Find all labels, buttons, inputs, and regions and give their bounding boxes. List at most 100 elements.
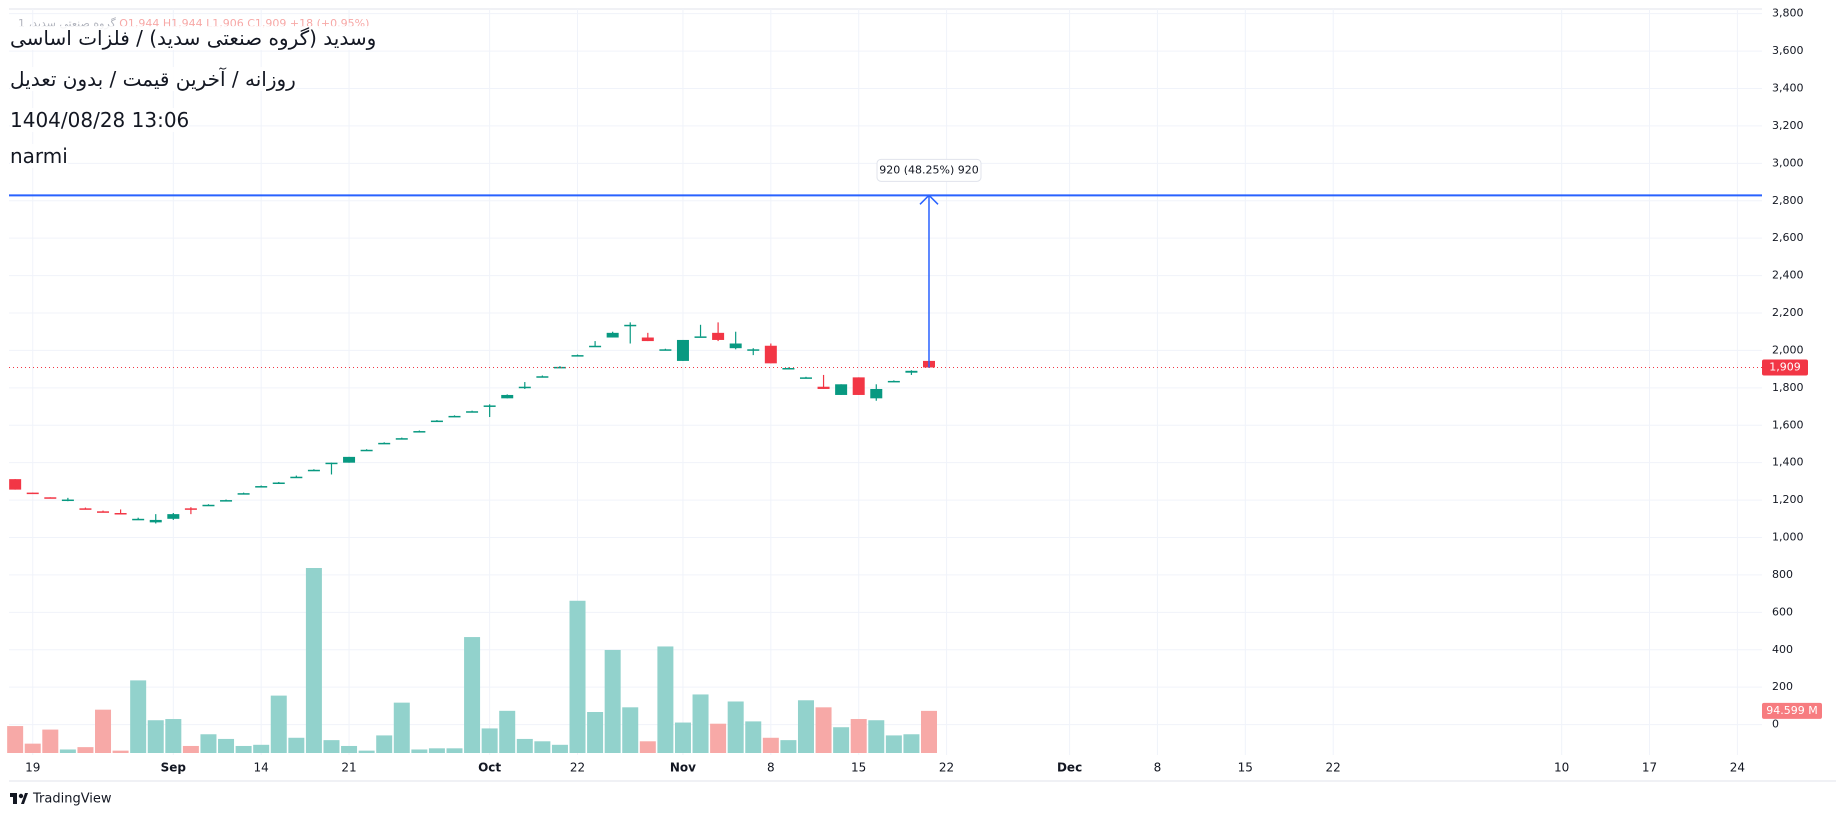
y-tick-label: 2,600 [1772,231,1804,244]
x-tick-label: 17 [1642,761,1657,775]
candle-body [114,513,127,515]
volume-bar [534,741,551,753]
volume-bar [464,637,481,753]
candle-body [712,332,725,340]
y-tick-label: 3,600 [1772,44,1804,57]
volume-bar [446,748,463,753]
volume-bar [481,728,498,753]
measure-arrow [919,194,939,205]
volume-bar [639,741,656,753]
volume-bar [604,649,621,753]
candle-body [378,442,391,445]
candle-body [870,388,883,399]
volume-bar [288,737,305,753]
candle-body [659,349,672,351]
candle-body [9,479,22,490]
volume-bar [393,702,410,753]
volume-bar [200,734,217,753]
candle-body [641,337,654,342]
candle-body [149,519,162,523]
volume-bar [341,745,358,753]
candle-body [589,345,602,348]
volume-bar [710,723,727,753]
candle-body [676,339,689,361]
y-tick-label: 800 [1772,568,1793,581]
volume-bar [218,738,235,753]
candle-body [536,376,549,378]
candle-body [747,349,760,351]
last-price-box [1762,359,1808,376]
volume-bar [745,721,762,753]
candle-body [237,493,250,495]
candle-body [413,431,426,433]
x-tick-label: 10 [1554,761,1569,775]
candle-body [817,386,830,389]
candle-body [307,469,320,472]
volume-bar [551,744,568,753]
volume-bar [920,710,937,753]
volume-bar [850,719,867,753]
author: narmi [10,144,68,168]
candle-body [887,380,900,383]
candle-body [501,394,514,399]
timestamp: 1404/08/28 13:06 [10,108,190,132]
candle-body [782,368,795,370]
candle-body [220,500,233,502]
candle-body [694,336,707,338]
volume-bar [587,711,604,753]
y-tick-label: 2,200 [1772,306,1804,319]
y-tick-label: 2,800 [1772,194,1804,207]
volume-bar [323,740,340,753]
y-tick-label: 2,000 [1772,343,1804,356]
volume-bar [815,707,832,753]
x-tick-label: Oct [478,761,501,775]
volume-bar [182,745,199,753]
candle-body [518,386,531,389]
x-tick-label: Dec [1057,761,1082,775]
x-tick-label: 24 [1730,761,1745,775]
candle-body [132,518,145,521]
candle-body [764,345,777,364]
volume-bar [499,710,516,753]
volume-bar [516,738,533,753]
volume-layer [7,568,937,753]
footer-brand: TradingView [32,792,112,807]
volume-bar [358,750,375,753]
y-tick-label: 400 [1772,643,1793,656]
volume-bar [780,740,797,753]
candle-body [624,324,637,327]
x-tick-label: 14 [254,761,269,775]
x-tick-label: 21 [341,761,356,775]
volume-bar [833,727,850,753]
volume-bar [376,735,393,753]
candle-body [97,511,110,513]
x-tick-label: 15 [851,761,866,775]
chart-subtitle: روزانه / آخرین قیمت / بدون تعدیل [10,67,296,91]
volume-bar [95,709,112,753]
y-tick-label: 3,200 [1772,119,1804,132]
y-tick-label: 3,000 [1772,156,1804,169]
volume-bar [885,735,902,753]
volume-bar [24,743,41,753]
candle-body [571,355,584,357]
grid [9,9,1762,755]
last-volume-box [1762,702,1822,719]
y-tick-label: 1,800 [1772,381,1804,394]
x-tick-label: 8 [767,761,775,775]
y-tick-label: 200 [1772,680,1793,693]
volume-bar [622,707,639,753]
volume-bar [235,745,252,753]
candle-body [272,482,285,485]
candle-body [905,370,918,373]
volume-bar [692,694,709,753]
candle-body [26,492,39,495]
volume-bar [77,747,94,753]
volume-bar [657,646,674,753]
measure-label: 920 (48.25%) 920 [879,163,979,176]
candle-body [729,343,742,349]
volume-bar [868,720,885,753]
last-price-label: 1,909 [1769,360,1801,373]
volume-bar [112,750,129,753]
volume-bar [762,737,779,753]
